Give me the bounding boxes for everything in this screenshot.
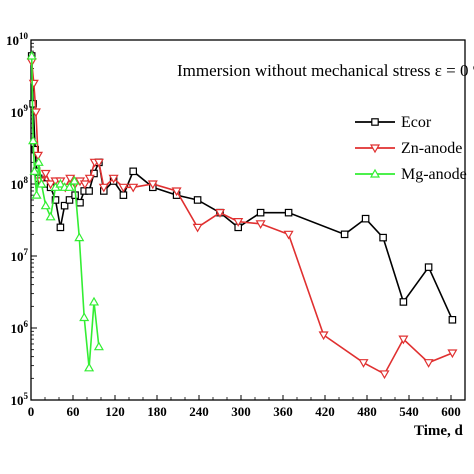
data-point [340, 230, 349, 239]
data-point [30, 108, 41, 118]
data-point [118, 183, 129, 193]
data-point [65, 196, 74, 204]
x-tick-label: 480 [357, 404, 377, 419]
x-tick-label: 180 [147, 404, 167, 419]
y-tick-label: 107 [11, 247, 29, 264]
legend-label: Mg-anode [401, 166, 467, 183]
series-line [30, 61, 453, 376]
data-point [79, 180, 90, 190]
legend-item: Zn-anode [355, 140, 462, 157]
data-point [85, 187, 93, 195]
y-tick-label: 1010 [6, 31, 29, 48]
data-point [128, 183, 139, 193]
y-tick-label: 106 [11, 319, 29, 336]
legend: Ecor Zn-anode Mg-anode [355, 114, 467, 183]
legend-item: Mg-anode [355, 166, 467, 183]
legend-label: Zn-anode [401, 140, 462, 157]
data-point [147, 180, 158, 190]
data-point [233, 218, 244, 227]
series-mg-anode [26, 50, 104, 372]
y-axis-ticks: 105 106 107 108 109 1010 [6, 31, 37, 408]
data-point [56, 223, 65, 232]
data-point [192, 223, 203, 233]
series-ecor [27, 52, 457, 324]
data-point [371, 118, 379, 126]
data-point [40, 169, 51, 179]
chart-annotation: Immersion without mechanical stress ε = … [177, 61, 474, 80]
legend-item: Ecor [355, 114, 432, 131]
data-point [379, 370, 390, 380]
data-point [448, 315, 457, 324]
data-point [79, 312, 90, 322]
x-tick-label: 120 [105, 404, 125, 419]
data-point [60, 201, 69, 210]
data-point [26, 50, 37, 60]
legend-label: Ecor [401, 114, 432, 131]
x-axis-label: Time, d [414, 423, 464, 439]
data-point [284, 208, 293, 217]
data-point [193, 196, 202, 204]
data-point [171, 187, 182, 197]
data-point [84, 174, 95, 184]
data-point [93, 158, 104, 168]
x-tick-label: 240 [189, 404, 209, 419]
x-tick-label: 420 [315, 404, 335, 419]
data-point [69, 175, 80, 185]
data-point [74, 232, 85, 242]
data-point [447, 349, 458, 359]
data-point [129, 167, 138, 176]
plot-frame [30, 39, 466, 401]
data-point [361, 214, 370, 223]
data-point [84, 362, 95, 372]
data-point [55, 178, 66, 188]
y-tick-label: 108 [11, 175, 29, 192]
data-point [358, 359, 369, 368]
data-point [98, 183, 109, 193]
x-tick-label: 60 [67, 404, 80, 419]
data-point [108, 174, 119, 184]
series-layer [26, 50, 458, 380]
y-tick-label: 109 [11, 103, 29, 120]
data-point [119, 191, 128, 199]
data-point [45, 180, 56, 190]
data-point [40, 200, 51, 210]
data-point [398, 335, 409, 345]
data-point [65, 174, 76, 184]
data-point [36, 178, 47, 188]
data-point [256, 208, 265, 217]
x-axis-ticks: 0 60 120 180 240 300 360 420 480 540 600 [28, 395, 461, 419]
data-point [379, 233, 387, 242]
data-point [399, 298, 408, 306]
data-point [31, 189, 42, 199]
data-point [88, 296, 100, 306]
y-tick-label: 105 [11, 391, 29, 408]
data-point [64, 182, 75, 191]
data-point [369, 144, 381, 154]
x-tick-label: 540 [399, 404, 419, 419]
data-point [369, 168, 381, 178]
data-point [283, 230, 294, 240]
data-point [423, 359, 434, 368]
data-point [32, 151, 44, 161]
data-point [29, 166, 40, 175]
data-point [318, 331, 329, 341]
x-tick-label: 300 [231, 404, 251, 419]
data-point [33, 157, 44, 166]
data-point [424, 263, 433, 271]
data-point [45, 211, 56, 221]
x-tick-label: 360 [273, 404, 293, 419]
series-line [30, 55, 454, 321]
x-tick-label: 600 [441, 404, 461, 419]
data-point [51, 196, 60, 204]
data-point [93, 341, 104, 351]
data-point [28, 135, 39, 145]
data-point [214, 209, 226, 218]
data-point [255, 220, 266, 230]
x-tick-label: 0 [28, 404, 35, 419]
data-point [76, 198, 84, 207]
